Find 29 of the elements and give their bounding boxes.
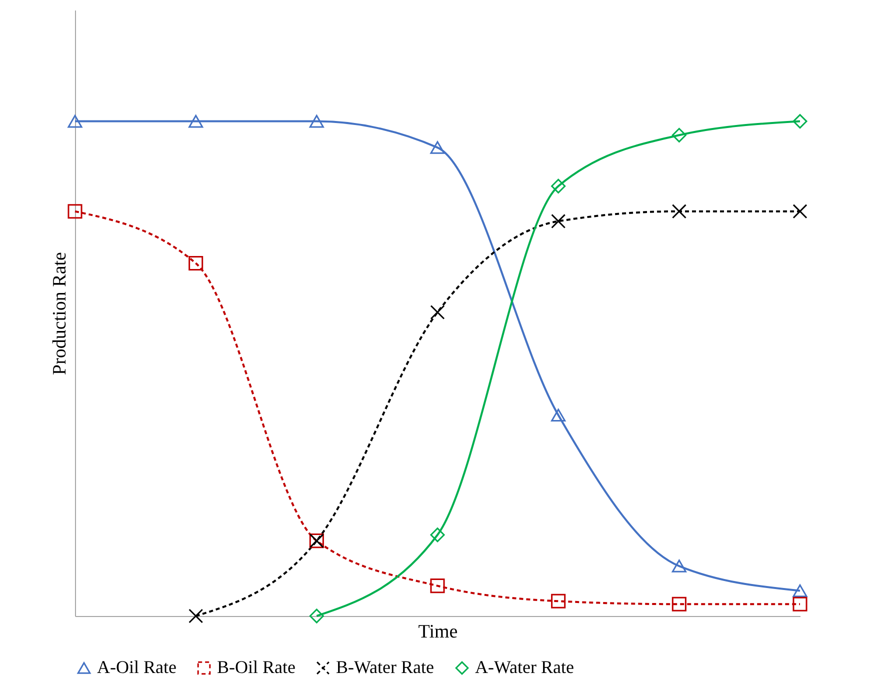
- point: [430, 578, 445, 594]
- point: [551, 408, 566, 422]
- point: [672, 204, 686, 219]
- point: [430, 304, 445, 320]
- point: [672, 128, 686, 142]
- legend-label: B-Water Rate: [336, 657, 434, 677]
- point: [551, 178, 566, 194]
- point: [68, 114, 82, 128]
- point: [551, 214, 566, 229]
- legend-label: A-Water Rate: [475, 657, 574, 677]
- point: [672, 596, 686, 612]
- legend-label: A-Oil Rate: [97, 657, 176, 677]
- point: [68, 204, 82, 219]
- point: [792, 596, 808, 612]
- y-axis-title: Production Rate: [50, 252, 70, 375]
- point: [188, 114, 204, 128]
- point: [792, 584, 808, 598]
- point: [430, 141, 445, 154]
- point: [309, 608, 324, 624]
- point: [188, 608, 204, 624]
- point: [430, 528, 445, 542]
- point: [551, 594, 566, 608]
- point: [188, 256, 204, 271]
- point: [792, 204, 808, 219]
- point: [309, 114, 324, 128]
- point: [792, 114, 808, 129]
- legend-label: B-Oil Rate: [217, 657, 296, 677]
- x-axis-title: Time: [418, 622, 458, 642]
- point: [672, 560, 686, 572]
